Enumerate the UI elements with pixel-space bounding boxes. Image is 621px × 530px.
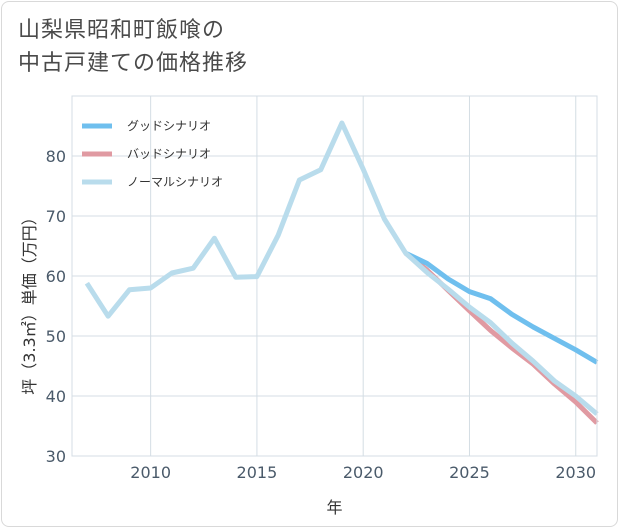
chart-title-line-1: 山梨県昭和町飯喰の — [18, 18, 226, 43]
legend-label: ノーマルシナリオ — [127, 175, 223, 189]
x-axis-title: 年 — [326, 498, 342, 517]
chart-title: 山梨県昭和町飯喰の 中古戸建ての価格推移 — [18, 14, 248, 80]
y-tick-label: 70 — [46, 207, 66, 226]
plot-border — [71, 95, 598, 457]
y-tick-label: 40 — [46, 387, 66, 406]
y-tick-labels: 30 40 50 60 70 80 — [46, 147, 66, 466]
x-tick-label: 2025 — [449, 463, 490, 482]
y-tick-label: 80 — [46, 147, 66, 166]
legend-label: グッドシナリオ — [127, 119, 211, 133]
y-tick-label: 30 — [46, 447, 66, 466]
series-layer — [84, 120, 599, 425]
x-tick-label: 2020 — [343, 463, 384, 482]
y-tick-label: 50 — [46, 327, 66, 346]
x-tick-label: 2030 — [555, 463, 596, 482]
x-tick-label: 2010 — [130, 463, 171, 482]
chart-title-line-2: 中古戸建ての価格推移 — [18, 51, 249, 76]
series-line-2 — [84, 120, 599, 416]
x-tick-label: 2015 — [237, 463, 278, 482]
y-axis-title: 坪（3.3㎡）単価（万円） — [20, 209, 39, 394]
y-tick-label: 60 — [46, 267, 66, 286]
series-line-0 — [404, 250, 599, 365]
legend-label: バッドシナリオ — [127, 147, 211, 161]
x-tick-labels: 2010 2015 2020 2025 2030 — [130, 463, 596, 482]
